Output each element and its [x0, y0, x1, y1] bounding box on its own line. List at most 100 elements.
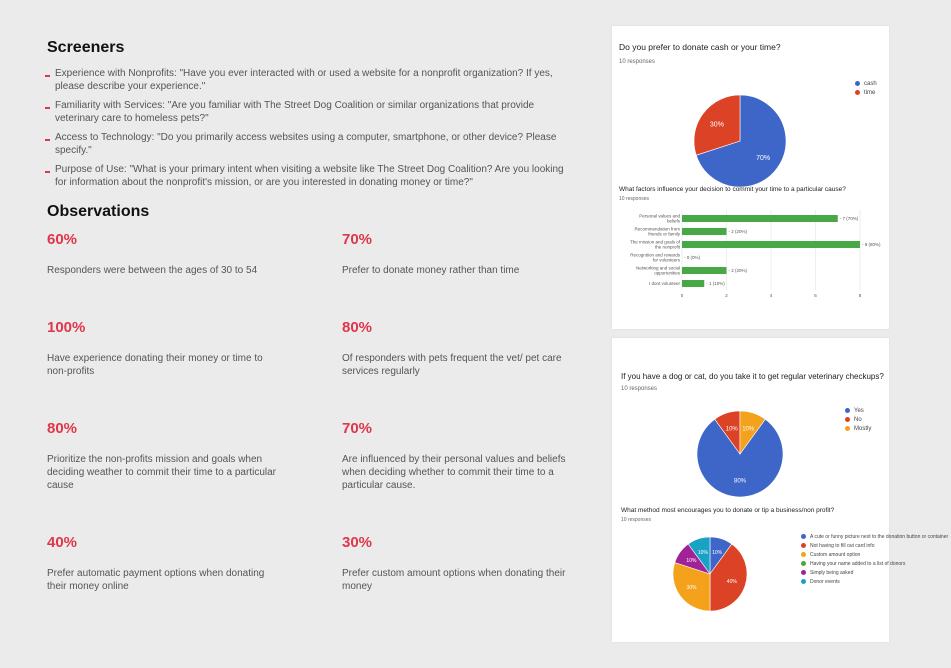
- category-label: friends or family: [648, 232, 681, 237]
- bar-value-label: - 7 (70%): [840, 216, 859, 221]
- donation-method-pie-chart: 10%40%30%10%10%: [672, 536, 748, 612]
- legend-label: A cute or funny picture next to the dona…: [810, 534, 949, 540]
- stat-percent: 70%: [342, 420, 373, 437]
- legend-swatch: [845, 408, 850, 413]
- observation-stat: 80% Prioritize the non-profits mission a…: [47, 420, 282, 491]
- legend-label: cash: [864, 81, 877, 88]
- legend-swatch: [801, 552, 806, 558]
- category-label: I dont volunteer: [649, 281, 681, 286]
- legend-swatch: [855, 90, 860, 95]
- category-label: Personal values and: [639, 214, 680, 219]
- legend-label: No: [854, 417, 862, 424]
- chart-title: What method most encourages you to donat…: [621, 507, 835, 514]
- bar-value-label: - 2 (20%): [729, 229, 748, 234]
- legend-swatch: [801, 534, 806, 540]
- legend-swatch: [801, 579, 806, 585]
- legend-label: Having your name added to a list of dono…: [810, 561, 906, 567]
- bar: [682, 280, 705, 287]
- legend-item: Custom amount option: [801, 552, 948, 561]
- screener-text: Experience with Nonprofits: "Have you ev…: [55, 68, 553, 92]
- category-label: The mission and goals of: [630, 240, 681, 245]
- slice-label: 80%: [734, 479, 747, 485]
- legend-item: cash: [855, 81, 877, 90]
- stat-description: Are influenced by their personal values …: [342, 454, 566, 491]
- chart-subtitle: 10 responses: [619, 59, 656, 65]
- legend-item: A cute or funny picture next to the dona…: [801, 534, 948, 543]
- category-label: beliefs: [667, 219, 681, 224]
- chart-title: Do you prefer to donate cash or your tim…: [619, 42, 781, 52]
- pie-slice-mostly: [739, 410, 766, 455]
- legend-item: No: [845, 417, 871, 426]
- bar-value-label: - 1 (10%): [706, 281, 725, 286]
- pie-slice-donor-events: [687, 536, 711, 575]
- legend-item: Yes: [845, 408, 871, 417]
- legend-item: Having your name added to a list of dono…: [801, 561, 948, 570]
- pie-slice-not-having-to-fill-out-card-in: [709, 543, 748, 612]
- category-label: Recommendation from: [634, 227, 680, 232]
- legend-item: time: [855, 90, 877, 99]
- stat-percent: 30%: [342, 534, 373, 551]
- legend-item: Not having to fill out card info: [801, 543, 948, 552]
- category-label: Networking and social: [636, 266, 680, 271]
- observation-stat: 70% Are influenced by their personal val…: [342, 420, 577, 491]
- bullet-marker: [45, 107, 50, 109]
- stat-percent: 70%: [342, 231, 373, 248]
- x-tick-label: 6: [814, 293, 817, 298]
- legend-swatch: [801, 543, 806, 549]
- category-label: opportunities: [654, 271, 681, 276]
- slice-label: 10%: [686, 558, 697, 564]
- bar: [682, 215, 838, 222]
- legend-label: Not having to fill out card info: [810, 543, 875, 549]
- legend-label: time: [864, 90, 876, 97]
- legend-label: Donor events: [810, 579, 840, 585]
- legend-label: Simply being asked: [810, 570, 854, 576]
- x-tick-label: 2: [725, 293, 728, 298]
- x-tick-label: 4: [770, 293, 773, 298]
- observation-stat: 40% Prefer automatic payment options whe…: [47, 534, 282, 592]
- slice-label: 30%: [686, 585, 697, 591]
- slice-label: 10%: [742, 427, 755, 433]
- legend-swatch: [845, 417, 850, 422]
- screener-item: Purpose of Use: "What is your primary in…: [45, 163, 577, 189]
- stat-percent: 40%: [47, 534, 78, 551]
- bullet-marker: [45, 75, 50, 77]
- bar: [682, 267, 727, 274]
- observations-title: Observations: [47, 203, 150, 220]
- screener-item: Familiarity with Services: "Are you fami…: [45, 99, 577, 125]
- stat-description: Prefer custom amount options when donati…: [342, 568, 566, 592]
- bar: [682, 228, 727, 235]
- legend-item: Simply being asked: [801, 570, 948, 579]
- slice-label: 70%: [756, 155, 770, 162]
- pie-legend: A cute or funny picture next to the dona…: [801, 534, 948, 588]
- observation-stat: 30% Prefer custom amount options when do…: [342, 534, 577, 592]
- legend-swatch: [801, 570, 806, 576]
- bullet-marker: [45, 171, 50, 173]
- legend-item: Mostly: [845, 426, 871, 435]
- x-tick-label: 8: [859, 293, 862, 298]
- legend-swatch: [801, 561, 806, 567]
- stat-percent: 80%: [47, 420, 78, 437]
- bullet-marker: [45, 139, 50, 141]
- observation-stat: 100% Have experience donating their mone…: [47, 319, 282, 377]
- stat-description: Prefer to donate money rather than time: [342, 265, 520, 276]
- stat-percent: 60%: [47, 231, 78, 248]
- slice-label: 10%: [712, 550, 723, 556]
- slice-label: 10%: [698, 550, 709, 556]
- pie-slice-yes: [696, 418, 784, 498]
- observation-stat: 60% Responders were between the ages of …: [47, 231, 282, 276]
- pie-slice-time: [693, 94, 741, 156]
- category-label: the nonprofit: [655, 245, 681, 250]
- screeners-title: Screeners: [47, 39, 125, 56]
- bar: [682, 241, 860, 248]
- slice-label: 40%: [727, 579, 738, 585]
- stat-percent: 80%: [342, 319, 373, 336]
- pie-slice-cash: [695, 94, 787, 188]
- slice-label: 10%: [726, 427, 739, 433]
- observation-stat: 80% Of responders with pets frequent the…: [342, 319, 577, 377]
- category-label: Recognition and rewards: [630, 253, 681, 258]
- chart-title: If you have a dog or cat, do you take it…: [621, 372, 884, 381]
- stat-description: Prioritize the non-profits mission and g…: [47, 454, 276, 491]
- pie-legend: Yes No Mostly: [845, 408, 871, 435]
- stat-description: Responders were between the ages of 30 t…: [47, 265, 258, 276]
